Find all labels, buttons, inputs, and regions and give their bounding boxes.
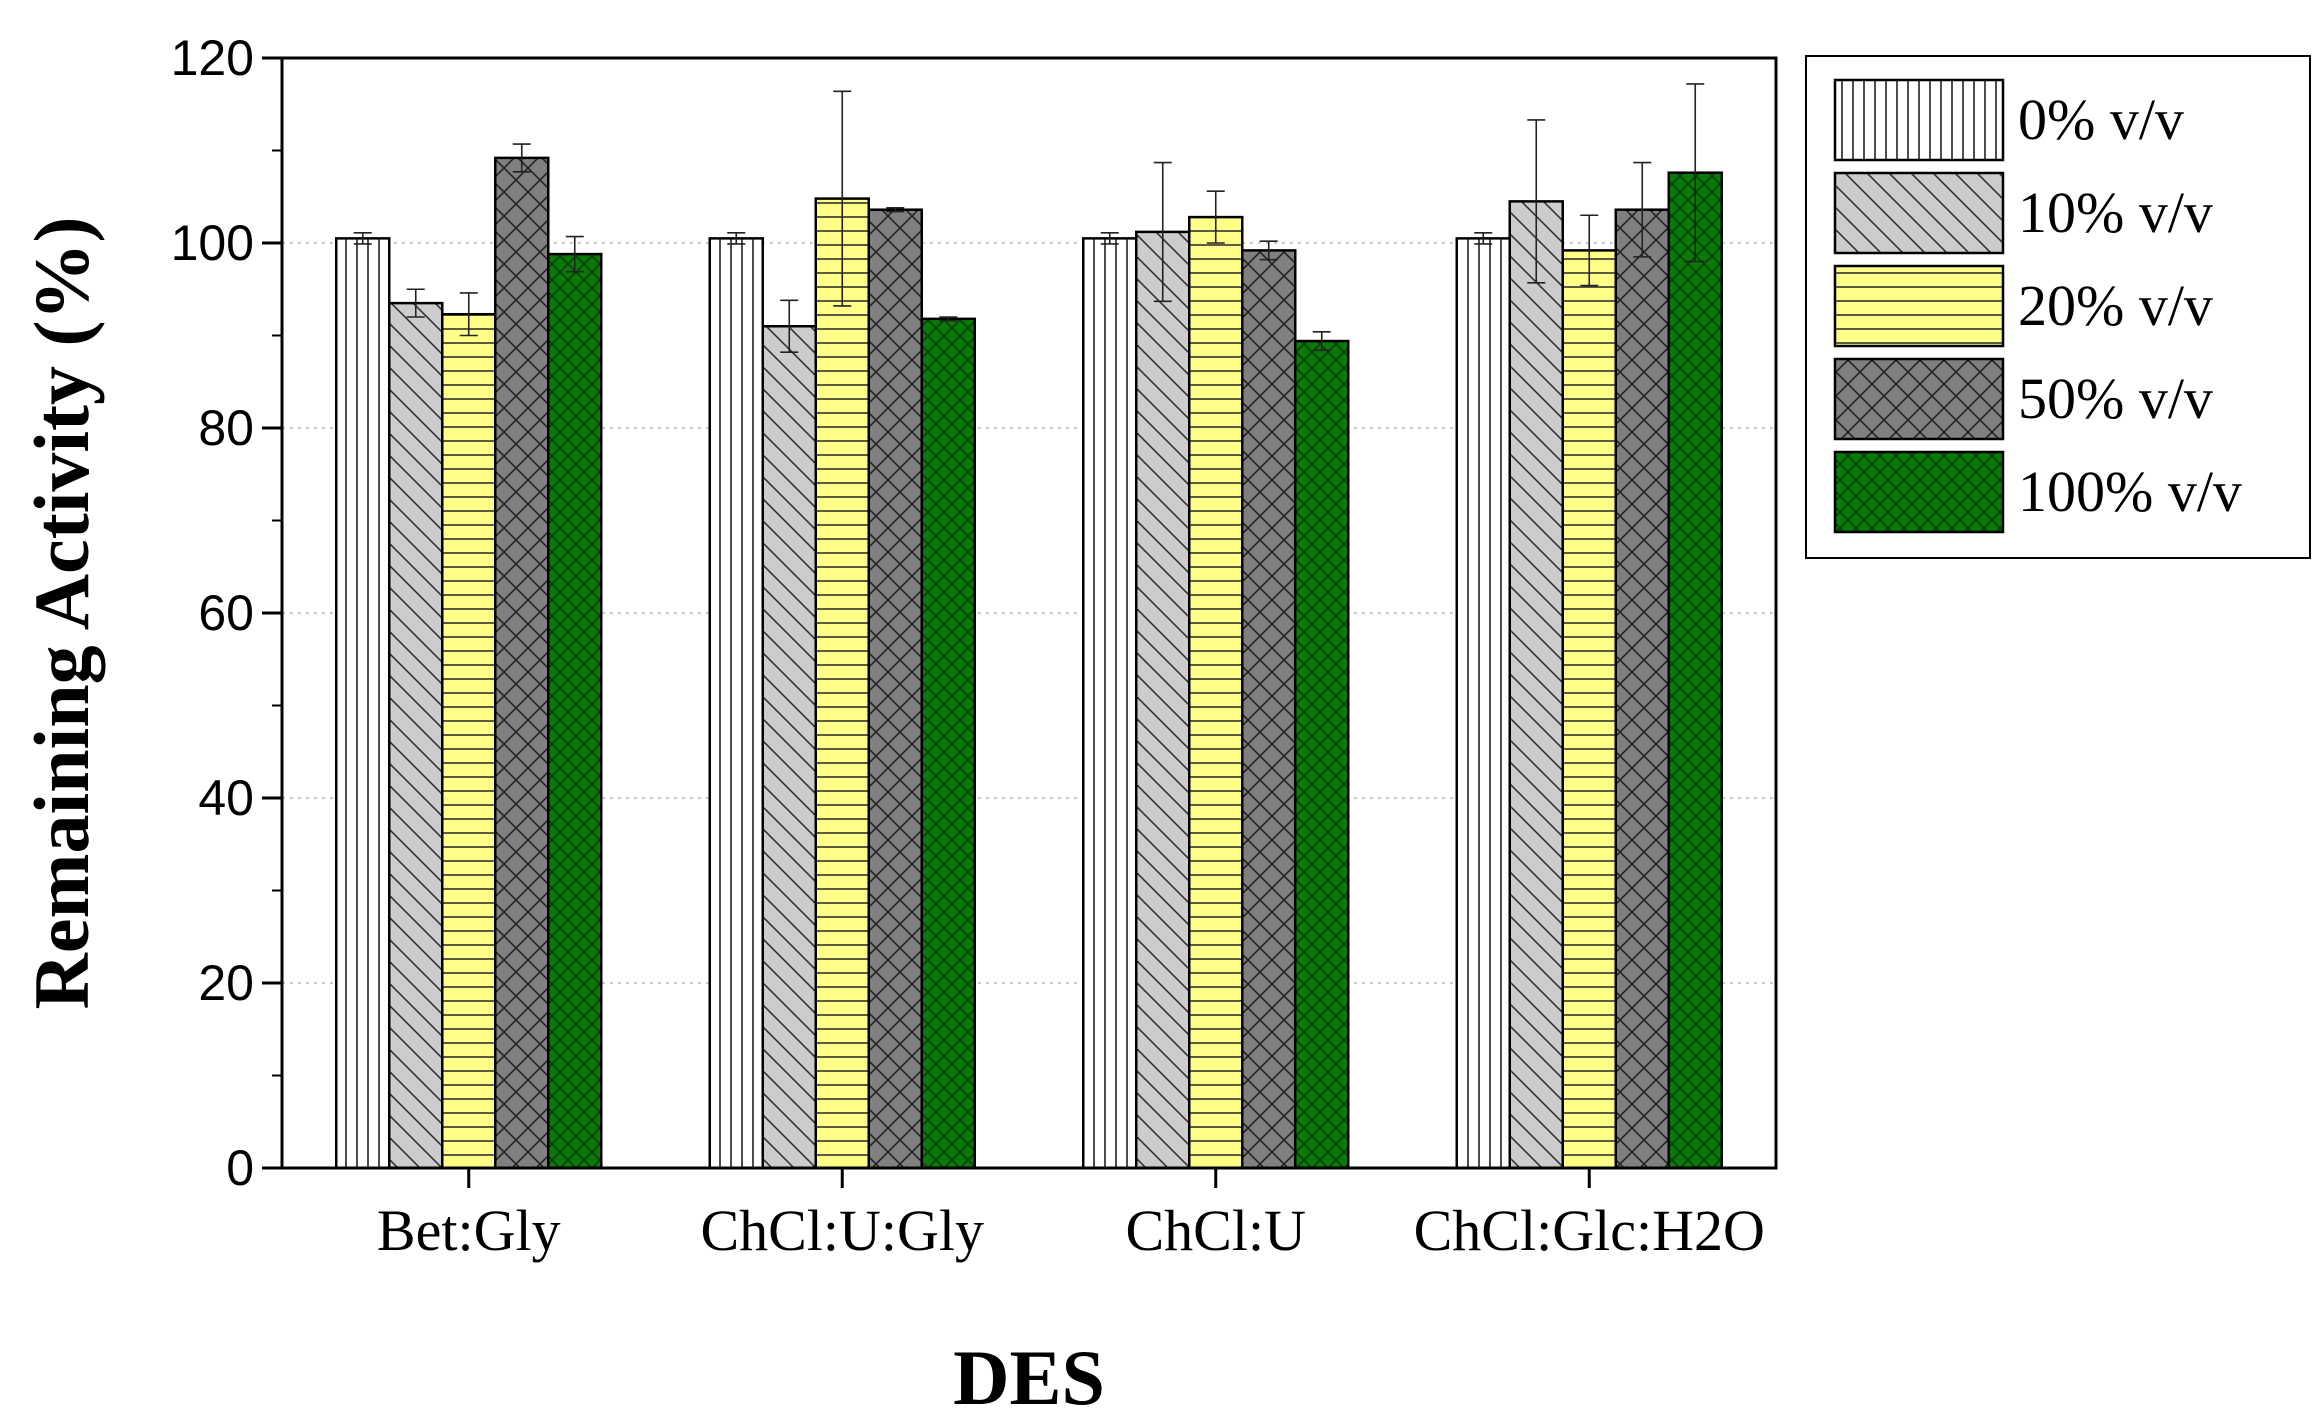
y-tick-label-40: 40: [198, 770, 254, 826]
y-tick-label-80: 80: [198, 400, 254, 456]
legend-swatch-100-v-v: [1833, 450, 2005, 534]
bar-bet-gly-20-v-v: [441, 312, 497, 1170]
bar-chcl-glc-h2o-50-v-v: [1614, 208, 1670, 1170]
legend-swatch-0-v-v: [1833, 78, 2005, 162]
bar-chcl-glc-h2o-10-v-v: [1508, 200, 1564, 1170]
bar-chcl-glc-h2o-0-v-v: [1455, 237, 1511, 1170]
legend-swatch-50-v-v: [1833, 357, 2005, 441]
y-tick-label-60: 60: [198, 585, 254, 641]
bar-bet-gly-10-v-v: [388, 301, 444, 1170]
legend: 0% v/v 10% v/v 20% v/v 50% v/v 100% v/v: [1805, 55, 2311, 559]
bar-chcl-glc-h2o-20-v-v: [1561, 249, 1617, 1170]
bar-bet-gly-0-v-v: [335, 237, 391, 1170]
bar-chcl-u-0-v-v: [1082, 237, 1138, 1170]
legend-label-100-v-v: 100% v/v: [2018, 459, 2242, 524]
x-axis-title: DES: [953, 1334, 1105, 1421]
legend-label-10-v-v: 10% v/v: [2018, 180, 2213, 245]
y-tick-label-0: 0: [226, 1140, 254, 1196]
bar-chcl-u-20-v-v: [1188, 215, 1244, 1170]
x-tick-label-bet-gly: Bet:Gly: [377, 1198, 561, 1263]
legend-swatch-10-v-v: [1833, 171, 2005, 255]
bar-bet-gly-50-v-v: [494, 156, 550, 1170]
x-axis: Bet:Gly ChCl:U:Gly ChCl:U ChCl:Glc:H2O: [377, 1168, 1765, 1263]
y-tick-label-120: 120: [171, 30, 254, 86]
bar-chcl-u-gly-10-v-v: [761, 325, 817, 1170]
x-tick-label-chcl-u-gly: ChCl:U:Gly: [700, 1198, 984, 1263]
legend-label-50-v-v: 50% v/v: [2018, 366, 2213, 431]
bar-chcl-u-gly-20-v-v: [814, 197, 870, 1170]
bar-chcl-u-100-v-v: [1294, 339, 1350, 1170]
error-bars: [353, 83, 1705, 353]
bar-chcl-glc-h2o-100-v-v: [1667, 171, 1723, 1170]
bar-chcl-u-gly-0-v-v: [708, 237, 764, 1170]
legend-label-20-v-v: 20% v/v: [2018, 273, 2213, 338]
legend-label-0-v-v: 0% v/v: [2018, 87, 2184, 152]
y-tick-label-20: 20: [198, 955, 254, 1011]
y-axis: 0 20 40 60 80 100 120: [171, 30, 282, 1196]
x-tick-label-chcl-glc-h2o: ChCl:Glc:H2O: [1414, 1198, 1765, 1263]
y-axis-title: Remaining Activity (%): [18, 217, 105, 1010]
bar-chcl-u-gly-100-v-v: [920, 317, 976, 1170]
bar-chcl-u-gly-50-v-v: [867, 208, 923, 1170]
bar-bet-gly-100-v-v: [547, 252, 603, 1170]
x-tick-label-chcl-u: ChCl:U: [1126, 1198, 1307, 1263]
bars: [335, 156, 1723, 1170]
legend-swatch-20-v-v: [1833, 264, 2005, 348]
bar-chcl-u-10-v-v: [1135, 230, 1191, 1170]
y-tick-label-100: 100: [171, 215, 254, 271]
bar-chcl-u-50-v-v: [1241, 249, 1297, 1170]
